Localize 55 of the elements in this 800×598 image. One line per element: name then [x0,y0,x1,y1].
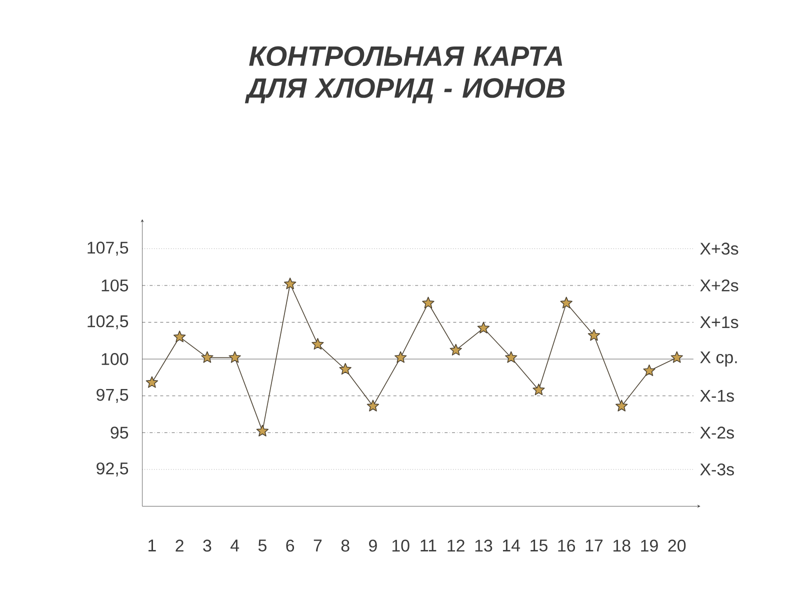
x-tick-label: 14 [502,540,520,552]
point [588,329,600,341]
point [450,344,462,356]
chart-title: КОНТРОЛЬНАЯ КАРТА ДЛЯ ХЛОРИД - ИОНОВ [244,46,565,104]
x-tick-label: 8 [341,540,350,552]
ref-line-label: X+1s [700,316,738,328]
y-tick-label: 107,5 [88,242,128,256]
point [284,278,296,290]
point [201,351,214,363]
y-tick-label: 102,5 [88,315,128,330]
ref-line-label: X-3s [700,463,734,476]
point [366,400,380,412]
x-tick-label: 19 [641,540,658,552]
ref-line-label: X-2s [700,426,734,439]
point [643,364,656,376]
x-tick-label: 13 [475,540,492,552]
y-tick-label: 100 [102,353,128,366]
point [532,384,545,396]
point [394,351,407,363]
point [339,363,352,375]
x-tick-label: 4 [230,540,240,552]
x-tick-label: 5 [258,540,266,552]
y-tick-label: 105 [102,280,128,292]
ref-line-label: X+2s [700,280,738,292]
x-tick-label: 17 [586,540,603,552]
point [616,400,628,412]
point [146,376,158,388]
x-tick-label: 15 [530,540,548,552]
point [477,322,490,334]
x-tick-label: 16 [558,540,576,552]
point [422,296,434,308]
ref-line-label: X-1s [700,390,734,402]
y-tick-label: 97,5 [96,388,128,403]
ref-line-label: X+3s [700,242,738,255]
point [670,351,683,363]
x-tick-label: 3 [203,540,212,552]
y-tick-label: 95 [110,426,128,439]
ref-line-label: X ср. [700,352,737,367]
x-tick-label: 20 [668,540,686,552]
point [312,338,324,350]
y-tick-label: 92,5 [96,462,128,476]
point [505,351,518,363]
point [560,296,572,308]
x-tick-label: 11 [420,540,436,552]
x-tick-label: 12 [448,540,464,552]
x-tick-label: 6 [286,540,294,552]
x-tick-label: 7 [314,540,322,552]
point [228,351,241,363]
x-tick-label: 9 [369,540,377,552]
x-tick-label: 1 [148,540,156,552]
x-tick-label: 10 [392,540,410,552]
x-tick-label: 2 [176,540,184,552]
x-tick-label: 18 [613,540,630,552]
point [173,330,186,342]
point [256,424,269,436]
